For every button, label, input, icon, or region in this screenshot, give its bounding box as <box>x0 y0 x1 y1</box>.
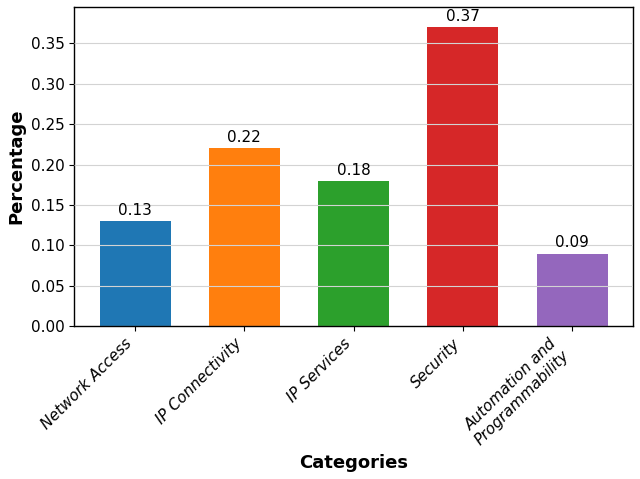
Bar <box>209 148 280 326</box>
Text: 0.09: 0.09 <box>555 235 589 251</box>
Bar <box>318 181 389 326</box>
Bar <box>99 221 170 326</box>
Text: 0.18: 0.18 <box>337 162 371 178</box>
Text: 0.13: 0.13 <box>118 203 152 218</box>
Text: 0.22: 0.22 <box>227 130 261 145</box>
Y-axis label: Percentage: Percentage <box>7 109 25 224</box>
Text: 0.37: 0.37 <box>446 9 480 24</box>
Bar <box>536 253 607 326</box>
Bar <box>428 27 499 326</box>
X-axis label: Categories: Categories <box>299 454 408 472</box>
